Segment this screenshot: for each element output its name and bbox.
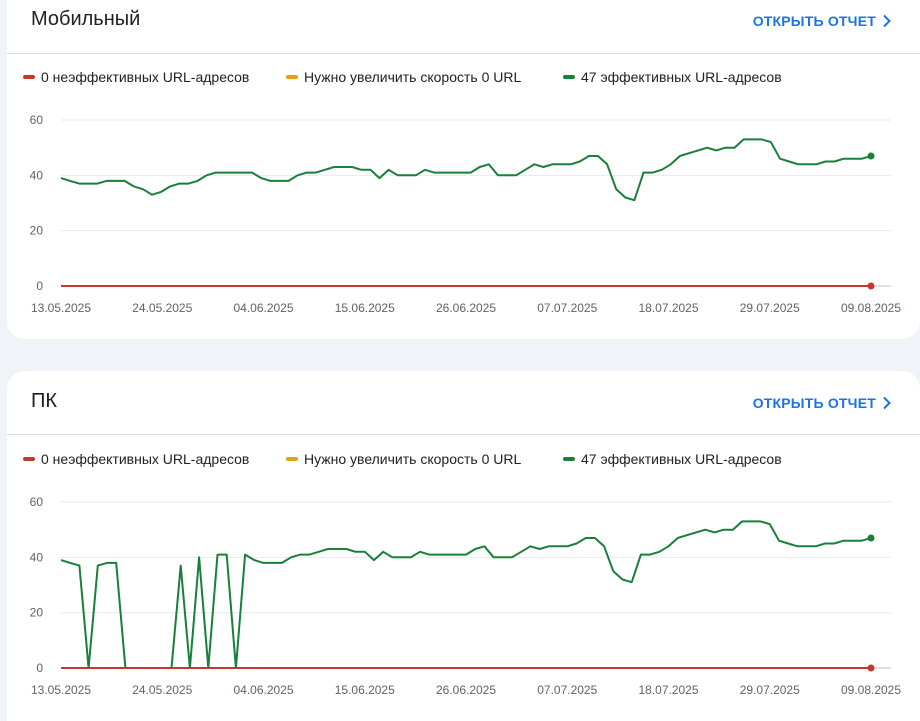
mobile-card: Мобильный ОТКРЫТЬ ОТЧЕТ 0 неэффективных … (7, 0, 920, 339)
legend-swatch-needs-improvement (286, 457, 298, 461)
legend-label-poor: 0 неэффективных URL-адресов (41, 451, 250, 467)
divider (7, 53, 920, 54)
legend-swatch-poor (23, 457, 35, 461)
chevron-right-icon (883, 396, 891, 410)
open-report-label: ОТКРЫТЬ ОТЧЕТ (752, 13, 876, 29)
y-tick-label: 60 (30, 113, 44, 127)
legend-label-needs-improvement: Нужно увеличить скорость 0 URL (304, 451, 522, 467)
legend-item-good[interactable]: 47 эффективных URL-адресов (563, 451, 782, 467)
x-tick-label: 15.06.2025 (335, 301, 395, 315)
y-tick-label: 0 (36, 661, 43, 675)
series-endpoint-poor (867, 664, 875, 672)
x-tick-label: 04.06.2025 (233, 683, 293, 697)
x-tick-label: 09.08.2025 (841, 683, 901, 697)
legend-swatch-good (563, 457, 575, 461)
x-tick-label: 26.06.2025 (436, 301, 496, 315)
y-tick-label: 60 (30, 495, 44, 509)
x-tick-label: 13.05.2025 (31, 683, 91, 697)
series-line-good (60, 138, 872, 202)
series-line-good (60, 520, 872, 669)
mobile-line-chart: 0 20 40 60 13.05.2025 24.05.2025 04.06.2025 15.… (30, 113, 902, 315)
legend-item-needs-improvement[interactable]: Нужно увеличить скорость 0 URL (286, 69, 521, 85)
x-tick-label: 15.06.2025 (335, 683, 395, 697)
y-tick-label: 20 (30, 606, 44, 620)
legend-swatch-poor (23, 75, 35, 79)
series-endpoint-poor (867, 282, 875, 290)
card-title: Мобильный (31, 8, 141, 30)
legend-label-poor: 0 неэффективных URL-адресов (41, 69, 250, 85)
desktop-card: ПК ОТКРЫТЬ ОТЧЕТ 0 неэффективных URL-адр… (7, 371, 920, 721)
open-report-button[interactable]: ОТКРЫТЬ ОТЧЕТ (753, 395, 892, 411)
x-tick-label: 04.06.2025 (233, 301, 293, 315)
x-tick-label: 26.06.2025 (436, 683, 496, 697)
x-tick-label: 07.07.2025 (537, 301, 597, 315)
legend-swatch-good (563, 75, 575, 79)
y-tick-label: 40 (30, 168, 44, 182)
chevron-right-icon (883, 14, 891, 28)
card-title: ПК (31, 390, 58, 412)
legend-label-good: 47 эффективных URL-адресов (581, 451, 782, 467)
legend-item-needs-improvement[interactable]: Нужно увеличить скорость 0 URL (286, 451, 521, 467)
series-endpoint-good (867, 534, 875, 542)
legend-label-needs-improvement: Нужно увеличить скорость 0 URL (304, 69, 522, 85)
divider (7, 434, 920, 435)
legend-item-good[interactable]: 47 эффективных URL-адресов (563, 69, 782, 85)
legend-item-poor[interactable]: 0 неэффективных URL-адресов (23, 69, 249, 85)
x-tick-label: 29.07.2025 (740, 683, 800, 697)
y-tick-label: 40 (30, 550, 44, 564)
y-tick-label: 20 (30, 224, 44, 238)
x-tick-label: 09.08.2025 (841, 301, 901, 315)
x-tick-label: 24.05.2025 (132, 683, 192, 697)
desktop-line-chart: 0 20 40 60 13.05.2025 24.05.2025 04.06.2025 15.… (30, 495, 902, 697)
y-tick-label: 0 (36, 279, 43, 293)
x-tick-label: 18.07.2025 (638, 683, 698, 697)
x-tick-label: 07.07.2025 (537, 683, 597, 697)
x-tick-label: 29.07.2025 (740, 301, 800, 315)
legend-item-poor[interactable]: 0 неэффективных URL-адресов (23, 451, 249, 467)
legend-label-good: 47 эффективных URL-адресов (581, 69, 782, 85)
legend-swatch-needs-improvement (286, 75, 298, 79)
series-endpoint-good (867, 152, 875, 160)
x-tick-label: 24.05.2025 (132, 301, 192, 315)
open-report-button[interactable]: ОТКРЫТЬ ОТЧЕТ (753, 13, 892, 29)
open-report-label: ОТКРЫТЬ ОТЧЕТ (752, 395, 876, 411)
x-tick-label: 13.05.2025 (31, 301, 91, 315)
x-tick-label: 18.07.2025 (638, 301, 698, 315)
